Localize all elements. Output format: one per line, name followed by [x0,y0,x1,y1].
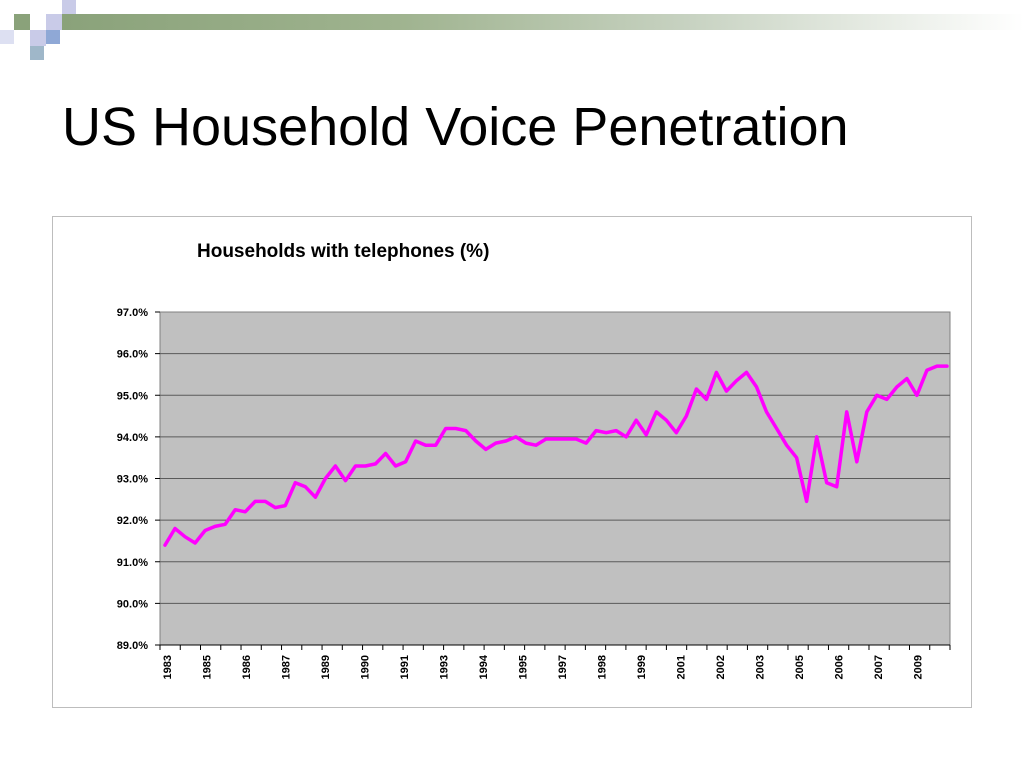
y-tick-label: 96.0% [117,349,148,361]
x-tick-label: 1986 [241,655,253,679]
x-tick-label: 1998 [597,655,609,679]
x-tick-label: 1994 [478,654,490,679]
y-tick-label: 94.0% [117,432,148,444]
x-tick-label: 1995 [517,655,529,679]
banner-square-lavender-1 [46,14,62,30]
banner-square-teal [30,46,44,60]
chart-frame: Households with telephones (%) 89.0% 90.0… [52,216,972,708]
line-chart: Households with telephones (%) 89.0% 90.0… [117,241,951,679]
x-tick-label: 1987 [280,655,292,679]
x-tick-label: 2005 [794,655,806,679]
y-tick-label: 90.0% [117,598,148,610]
chart-title: Households with telephones (%) [197,241,489,262]
x-tick-label: 1997 [557,655,569,679]
y-tick-label: 91.0% [117,557,148,569]
y-tick-label: 95.0% [117,390,148,402]
x-tick-label: 2001 [675,655,687,679]
y-tick-label: 89.0% [117,640,148,652]
slide-title: US Household Voice Penetration [62,97,849,157]
x-tick-label: 1990 [359,655,371,679]
banner-square-blue [46,30,60,44]
x-tick-label: 2009 [913,655,925,679]
x-tick-label: 1983 [162,655,174,679]
x-tick-label: 1999 [636,655,648,679]
x-tick-label: 1989 [320,655,332,679]
x-tick-label: 2007 [873,655,885,679]
x-tick-label: 1985 [201,655,213,679]
x-tick-label: 2006 [834,655,846,679]
banner-gradient-bar [60,14,1024,30]
banner-square-lavender-4 [0,30,14,44]
y-tick-label: 92.0% [117,515,148,527]
x-tick-label: 1991 [399,655,411,679]
x-tick-label: 1993 [438,655,450,679]
y-tick-label: 97.0% [117,307,148,319]
x-tick-label: 2002 [715,655,727,679]
banner-square-lavender-3 [62,0,76,14]
top-banner-decoration [0,0,1024,60]
y-tick-label: 93.0% [117,474,148,486]
banner-square-green [14,14,30,30]
x-tick-label: 2003 [754,655,766,679]
series-line [163,364,949,547]
banner-square-lavender-2 [30,30,46,46]
plot-area: 89.0% 90.0% 91.0% 92.0% 93.0% 94.0% 95.0% 96.0%… [117,307,951,679]
